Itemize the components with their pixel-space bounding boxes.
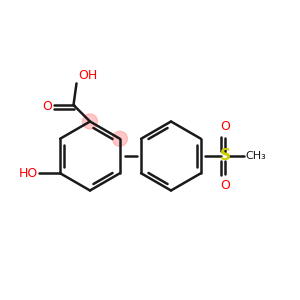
Text: O: O	[220, 179, 230, 192]
Text: O: O	[43, 100, 52, 113]
Text: O: O	[220, 120, 230, 133]
Text: CH₃: CH₃	[245, 151, 266, 161]
Circle shape	[112, 131, 128, 146]
Text: HO: HO	[18, 167, 38, 180]
Text: S: S	[220, 148, 230, 164]
Text: OH: OH	[78, 69, 97, 82]
Circle shape	[82, 114, 98, 129]
